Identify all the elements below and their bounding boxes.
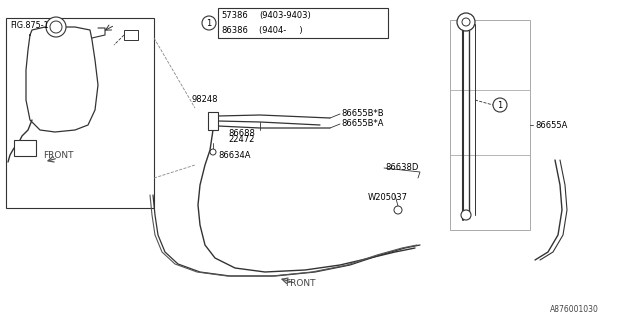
Circle shape <box>493 98 507 112</box>
Text: A876001030: A876001030 <box>550 305 599 314</box>
Bar <box>14 140 36 156</box>
Bar <box>450 20 530 230</box>
Circle shape <box>457 13 475 31</box>
Text: 22472: 22472 <box>228 135 254 145</box>
Text: FIG.875-1: FIG.875-1 <box>10 21 49 30</box>
Text: 86655B*B: 86655B*B <box>341 109 383 118</box>
Circle shape <box>394 206 402 214</box>
Text: FRONT: FRONT <box>285 278 316 287</box>
Text: 86638D: 86638D <box>385 164 419 172</box>
Text: 57386: 57386 <box>221 11 248 20</box>
Circle shape <box>50 21 62 33</box>
Text: 86386: 86386 <box>221 26 248 35</box>
Bar <box>208 112 218 130</box>
Text: 86655A: 86655A <box>535 121 568 130</box>
Text: 86634A: 86634A <box>218 150 250 159</box>
Text: (9404-     ): (9404- ) <box>259 26 303 35</box>
Circle shape <box>462 18 470 26</box>
Text: FRONT: FRONT <box>43 150 73 159</box>
Circle shape <box>210 149 216 155</box>
Circle shape <box>202 16 216 30</box>
Text: 98248: 98248 <box>192 95 218 105</box>
Bar <box>218 8 388 38</box>
Text: 86655B*A: 86655B*A <box>341 119 383 129</box>
Text: W205037: W205037 <box>368 194 408 203</box>
Text: 86688: 86688 <box>228 129 255 138</box>
Bar <box>124 30 138 40</box>
Bar <box>6 18 154 208</box>
Circle shape <box>46 17 66 37</box>
Text: 1: 1 <box>497 100 502 109</box>
Text: (9403-9403): (9403-9403) <box>259 11 311 20</box>
Circle shape <box>461 210 471 220</box>
Text: 1: 1 <box>206 19 212 28</box>
